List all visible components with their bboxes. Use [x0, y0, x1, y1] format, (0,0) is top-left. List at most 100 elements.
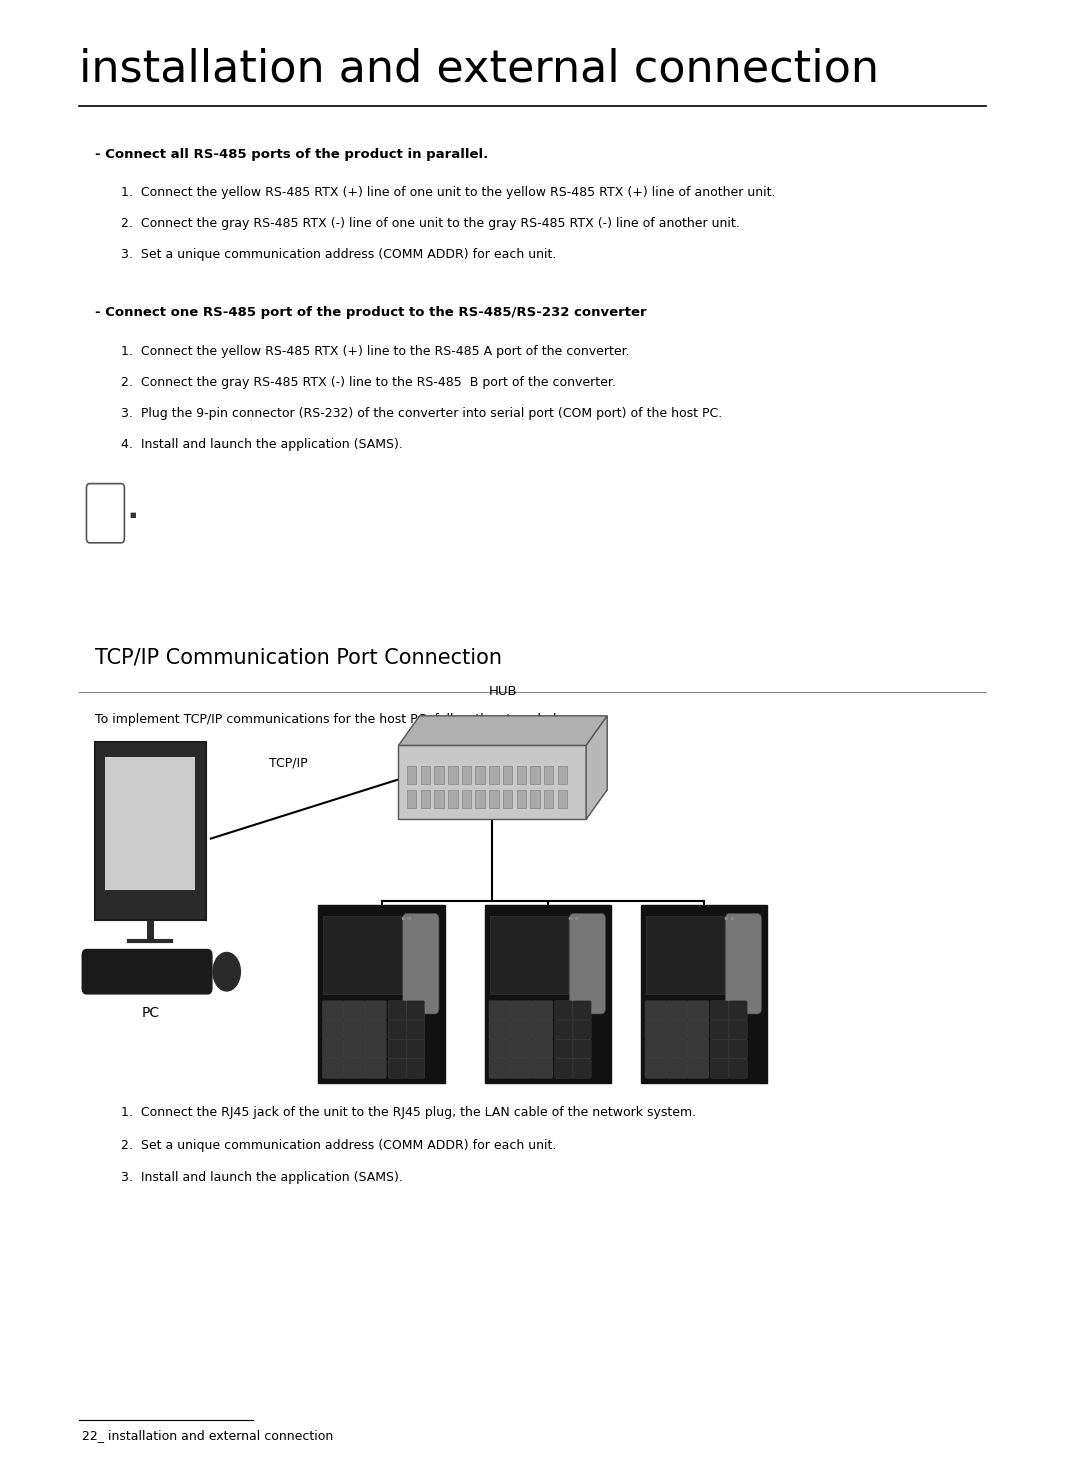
FancyBboxPatch shape [573, 1040, 591, 1059]
Text: Mon 12 / 12 / 2009: Mon 12 / 12 / 2009 [337, 939, 376, 944]
FancyBboxPatch shape [106, 757, 195, 890]
FancyBboxPatch shape [343, 1021, 365, 1040]
FancyBboxPatch shape [555, 1040, 573, 1059]
FancyBboxPatch shape [503, 790, 512, 808]
FancyBboxPatch shape [399, 745, 586, 819]
FancyBboxPatch shape [729, 1001, 747, 1021]
FancyBboxPatch shape [388, 1021, 406, 1040]
FancyBboxPatch shape [544, 766, 553, 784]
FancyBboxPatch shape [711, 1059, 729, 1078]
FancyBboxPatch shape [403, 914, 438, 1015]
Text: PC: PC [141, 1006, 159, 1019]
FancyBboxPatch shape [516, 766, 526, 784]
Text: TCP/IP: TCP/IP [269, 757, 308, 769]
Text: SAMSUNG: SAMSUNG [509, 984, 537, 988]
FancyBboxPatch shape [489, 766, 499, 784]
FancyBboxPatch shape [711, 1001, 729, 1021]
FancyBboxPatch shape [462, 790, 471, 808]
Text: - Connect all RS-485 ports of the product in parallel.: - Connect all RS-485 ports of the produc… [95, 148, 488, 161]
FancyBboxPatch shape [711, 1040, 729, 1059]
Text: 3.  Plug the 9-pin connector (RS-232) of the converter into serial port (COM por: 3. Plug the 9-pin connector (RS-232) of … [121, 407, 723, 420]
FancyBboxPatch shape [365, 1059, 387, 1078]
FancyBboxPatch shape [729, 1059, 747, 1078]
FancyBboxPatch shape [531, 1059, 553, 1078]
FancyBboxPatch shape [510, 1001, 531, 1021]
FancyBboxPatch shape [406, 1001, 424, 1021]
FancyBboxPatch shape [666, 1021, 688, 1040]
FancyBboxPatch shape [388, 1001, 406, 1021]
FancyBboxPatch shape [531, 1001, 553, 1021]
FancyBboxPatch shape [688, 1059, 708, 1078]
FancyBboxPatch shape [531, 1021, 553, 1040]
Polygon shape [399, 716, 607, 745]
FancyBboxPatch shape [489, 1001, 510, 1021]
Text: 1.  Connect the yellow RS-485 RTX (+) line to the RS-485 A port of the converter: 1. Connect the yellow RS-485 RTX (+) lin… [121, 345, 630, 358]
FancyBboxPatch shape [688, 1001, 708, 1021]
FancyBboxPatch shape [666, 1040, 688, 1059]
FancyBboxPatch shape [711, 1021, 729, 1040]
FancyBboxPatch shape [666, 1059, 688, 1078]
FancyBboxPatch shape [544, 790, 553, 808]
FancyBboxPatch shape [343, 1040, 365, 1059]
FancyBboxPatch shape [489, 790, 499, 808]
Text: SAMSUNG: SAMSUNG [665, 921, 693, 927]
FancyBboxPatch shape [323, 916, 402, 994]
FancyBboxPatch shape [510, 1021, 531, 1040]
Text: 3.  Set a unique communication address (COMM ADDR) for each unit.: 3. Set a unique communication address (C… [121, 248, 556, 262]
Text: TCP/IP Communication Port Connection: TCP/IP Communication Port Connection [95, 648, 502, 669]
FancyBboxPatch shape [510, 1040, 531, 1059]
FancyBboxPatch shape [645, 1040, 666, 1059]
FancyBboxPatch shape [645, 1021, 666, 1040]
Text: 3.  Install and launch the application (SAMS).: 3. Install and launch the application (S… [121, 1171, 403, 1185]
FancyBboxPatch shape [343, 1001, 365, 1021]
Text: To implement TCP/IP communications for the host PC, follow the steps below:: To implement TCP/IP communications for t… [95, 713, 578, 726]
FancyBboxPatch shape [475, 790, 485, 808]
FancyBboxPatch shape [365, 1001, 387, 1021]
FancyBboxPatch shape [365, 1040, 387, 1059]
Text: 10 : 30 : 20: 10 : 30 : 20 [667, 954, 690, 958]
Text: SAMSUNG: SAMSUNG [342, 984, 370, 988]
FancyBboxPatch shape [448, 790, 458, 808]
Text: 2.  Set a unique communication address (COMM ADDR) for each unit.: 2. Set a unique communication address (C… [121, 1139, 556, 1152]
FancyBboxPatch shape [407, 790, 417, 808]
FancyBboxPatch shape [530, 790, 540, 808]
FancyBboxPatch shape [646, 916, 725, 994]
FancyBboxPatch shape [365, 1021, 387, 1040]
FancyBboxPatch shape [406, 1059, 424, 1078]
FancyBboxPatch shape [323, 1021, 343, 1040]
Text: ■: ■ [130, 512, 136, 518]
FancyBboxPatch shape [489, 1021, 510, 1040]
FancyBboxPatch shape [666, 1001, 688, 1021]
FancyBboxPatch shape [319, 905, 445, 1083]
FancyBboxPatch shape [489, 1059, 510, 1078]
FancyBboxPatch shape [95, 742, 205, 920]
FancyBboxPatch shape [555, 1001, 573, 1021]
Text: - Connect one RS-485 port of the product to the RS-485/RS-232 converter: - Connect one RS-485 port of the product… [95, 306, 647, 319]
FancyBboxPatch shape [531, 1040, 553, 1059]
Text: 4.  Install and launch the application (SAMS).: 4. Install and launch the application (S… [121, 438, 403, 451]
FancyBboxPatch shape [406, 1021, 424, 1040]
Text: 2.  Connect the gray RS-485 RTX (-) line to the RS-485  B port of the converter.: 2. Connect the gray RS-485 RTX (-) line … [121, 376, 616, 389]
Text: SAMSUNG: SAMSUNG [665, 984, 693, 988]
FancyBboxPatch shape [557, 766, 567, 784]
FancyBboxPatch shape [688, 1040, 708, 1059]
FancyBboxPatch shape [573, 1059, 591, 1078]
FancyBboxPatch shape [406, 1040, 424, 1059]
FancyBboxPatch shape [726, 914, 761, 1015]
Text: 2.  Connect the gray RS-485 RTX (-) line of one unit to the gray RS-485 RTX (-) : 2. Connect the gray RS-485 RTX (-) line … [121, 217, 740, 231]
FancyBboxPatch shape [688, 1021, 708, 1040]
Text: installation and external connection: installation and external connection [79, 47, 879, 90]
FancyBboxPatch shape [475, 766, 485, 784]
Polygon shape [586, 716, 607, 819]
Text: 10 : 30 : 20: 10 : 30 : 20 [511, 954, 535, 958]
FancyBboxPatch shape [489, 1040, 510, 1059]
FancyBboxPatch shape [82, 950, 212, 994]
Text: HUB: HUB [488, 685, 517, 698]
Text: Mon 12 / 12 / 2009: Mon 12 / 12 / 2009 [503, 939, 542, 944]
Text: SAMSUNG: SAMSUNG [509, 921, 537, 927]
FancyBboxPatch shape [555, 1059, 573, 1078]
FancyBboxPatch shape [420, 790, 430, 808]
FancyBboxPatch shape [729, 1040, 747, 1059]
FancyBboxPatch shape [573, 1001, 591, 1021]
FancyBboxPatch shape [645, 1001, 666, 1021]
